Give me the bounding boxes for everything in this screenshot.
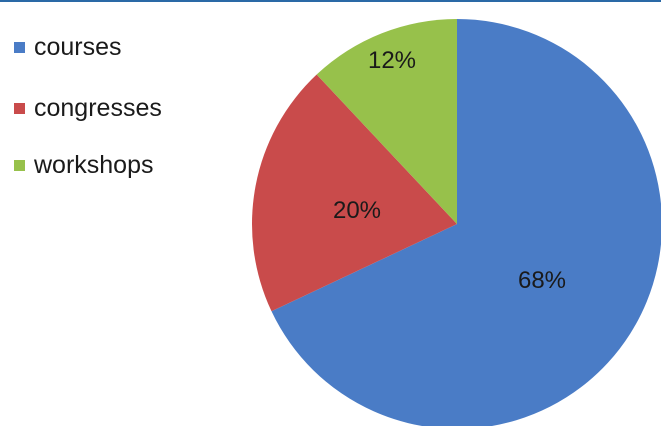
legend-swatch-workshops (14, 159, 25, 171)
pie-slice-congresses (252, 74, 457, 312)
pie-label-workshops: 12% (368, 47, 416, 74)
legend-item-courses: courses (14, 32, 122, 62)
pie-label-courses: 68% (518, 267, 566, 294)
pie-label-congresses: 20% (333, 197, 381, 224)
legend-swatch-congresses (14, 102, 25, 114)
legend-item-congresses: congresses (14, 93, 162, 123)
top-rule (0, 0, 661, 2)
legend-label-workshops: workshops (34, 151, 154, 179)
pie-slice-courses (271, 19, 661, 426)
pie-slice-workshops (316, 19, 457, 224)
legend-label-courses: courses (34, 33, 122, 61)
legend-item-workshops: workshops (14, 150, 154, 180)
legend-label-congresses: congresses (34, 94, 162, 122)
legend-swatch-courses (14, 41, 25, 53)
